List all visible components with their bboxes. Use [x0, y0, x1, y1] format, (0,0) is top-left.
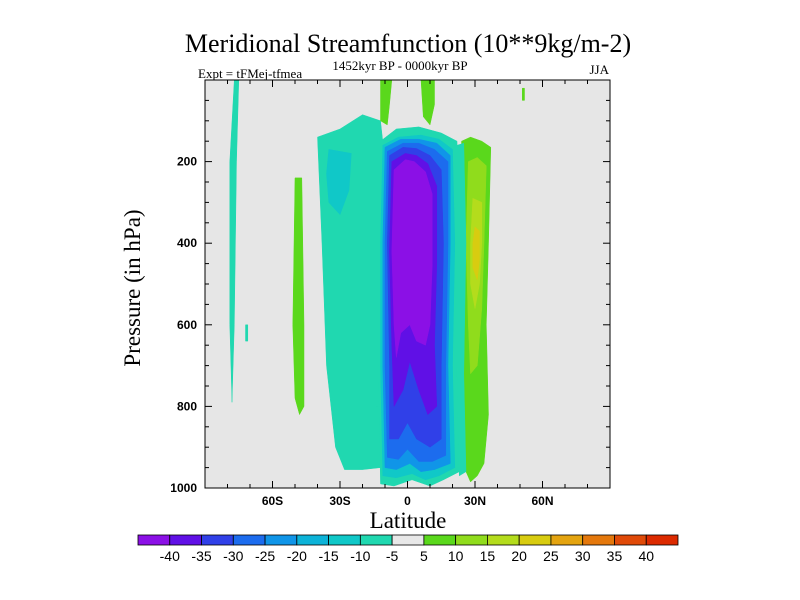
colorbar-tick-label: 10: [448, 548, 464, 564]
colorbar-tick-label: -20: [287, 548, 307, 564]
colorbar-box: [137, 534, 171, 546]
colorbar-box: [518, 534, 552, 546]
colorbar-tick-label: 40: [638, 548, 654, 564]
colorbar-box: [296, 534, 329, 546]
chart-title: Meridional Streamfunction (10**9kg/m-2): [185, 29, 631, 58]
colorbar-tick-label: -5: [386, 548, 399, 564]
contour-region-top-positive-blob-3: [522, 87, 525, 101]
x-axis-label: Latitude: [370, 508, 447, 533]
y-axis-label: Pressure (in hPa): [120, 209, 145, 366]
colorbar-box: [614, 534, 647, 546]
contour-region-south-mid-negative-core: [326, 149, 352, 215]
contour-region-hadley-core: [391, 159, 433, 358]
colorbar-tick-label: -10: [350, 548, 370, 564]
colorbar-box: [423, 534, 457, 546]
contour-region-speck-1: [375, 389, 379, 407]
plot-area: 60S 30S 0 30N 60N 200 400 600 800 1000: [170, 79, 611, 508]
colorbar-box: [645, 534, 679, 546]
experiment-label: Expt = tFMej-tfmea: [198, 66, 302, 81]
colorbar-tick-label: 5: [420, 548, 428, 564]
colorbar-tick-label: 15: [480, 548, 496, 564]
colorbar-box: [201, 534, 234, 546]
y-axis-ticks: 200 400 600 800 1000: [170, 99, 610, 495]
contour-region-north-hadley-negative-rim: [456, 142, 467, 477]
colorbar-box: [455, 534, 488, 546]
contour-region-south-mid-positive: [292, 177, 305, 415]
x-tick-label: 0: [404, 494, 411, 508]
x-tick-label: 60S: [262, 494, 283, 508]
colorbar-box: [391, 534, 425, 546]
y-tick-label: 400: [177, 236, 197, 250]
x-axis-ticks: 60S 30S 0 30N 60N: [227, 80, 588, 508]
colorbar-box: [232, 534, 266, 546]
colorbar-tick-label: 30: [575, 548, 591, 564]
y-tick-label: 800: [177, 399, 197, 413]
season-label: JJA: [589, 62, 609, 77]
colorbar-box: [328, 534, 361, 546]
colorbar-box: [169, 534, 202, 546]
colorbar-tick-label: -35: [191, 548, 211, 564]
colorbar-box: [582, 534, 615, 546]
contour-region-polar-south-strip: [229, 79, 240, 403]
colorbar-box: [550, 534, 584, 546]
colorbar-box: [359, 534, 393, 546]
colorbar-tick-label: -25: [255, 548, 275, 564]
colorbar-tick-label: -40: [160, 548, 180, 564]
colorbar-tick-label: 35: [607, 548, 623, 564]
colorbar-box: [264, 534, 298, 546]
colorbar-tick-label: -15: [318, 548, 338, 564]
y-tick-label: 1000: [170, 481, 197, 495]
x-tick-label: 30N: [464, 494, 486, 508]
x-tick-label: 60N: [531, 494, 553, 508]
colorbar-tick-label: 25: [543, 548, 559, 564]
contour-region-speck-2: [245, 324, 249, 342]
y-tick-label: 600: [177, 318, 197, 332]
colorbar-tick-label: 20: [511, 548, 527, 564]
contour-fills: [229, 79, 525, 487]
contour-region-north-hadley-positive-4: [472, 226, 480, 281]
x-tick-label: 30S: [329, 494, 350, 508]
time-range-label: 1452kyr BP - 0000kyr BP: [332, 58, 467, 73]
y-tick-label: 200: [177, 155, 197, 169]
colorbar-tick-label: -30: [223, 548, 243, 564]
colorbar-box: [487, 534, 520, 546]
colorbar: -40 -35 -30 -25 -20 -15 -10 -5 5 10 15 20 25 30 35 40: [137, 534, 679, 564]
